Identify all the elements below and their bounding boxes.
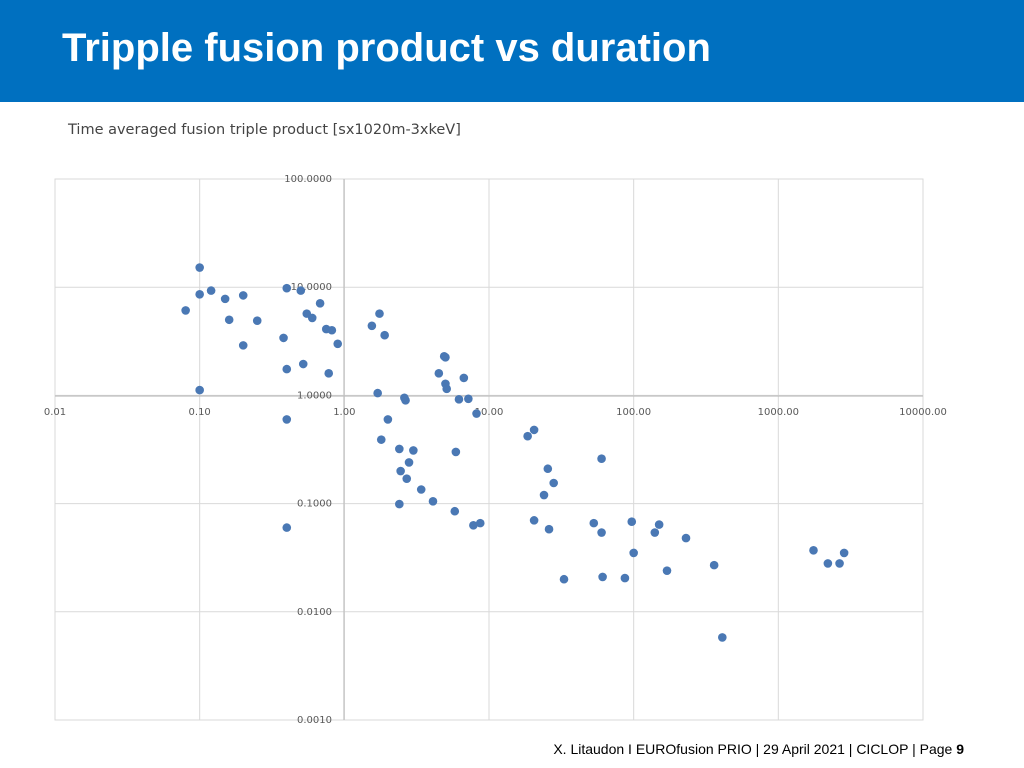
data-point [529, 425, 539, 435]
data-point [383, 415, 393, 424]
data-point [195, 385, 204, 395]
tick-label-layer: 0.01 0.10 1.00 10.00 100.00 1000.00 10000.00 10… [44, 174, 947, 726]
data-point [376, 435, 386, 444]
data-point [252, 316, 262, 326]
chart-subtitle: Time averaged fusion triple product [sx1… [68, 122, 461, 138]
data-point [709, 560, 719, 570]
grid-layer [54, 178, 924, 721]
x-tick-label: 0.10 [189, 407, 211, 418]
data-point [282, 364, 292, 374]
data-point [475, 518, 485, 528]
data-point [450, 506, 460, 516]
data-point [302, 309, 312, 318]
data-point [282, 283, 292, 293]
data-point [442, 384, 451, 394]
data-point [839, 548, 849, 558]
y-tick-label: 0.1000 [297, 499, 332, 510]
data-point [529, 516, 539, 525]
data-point [298, 359, 308, 369]
data-point [395, 499, 404, 509]
data-point [559, 574, 569, 584]
data-point [597, 454, 606, 463]
data-point [718, 633, 727, 642]
y-tick-label: 0.0100 [297, 607, 332, 618]
data-point [282, 415, 292, 424]
x-tick-label: 100.00 [616, 407, 651, 418]
data-point [238, 291, 248, 300]
data-point [279, 333, 288, 343]
data-point [434, 369, 444, 378]
y-tick-label: 1.0000 [297, 390, 332, 401]
data-point [181, 306, 190, 315]
data-point [464, 394, 473, 404]
x-tick-label: 0.01 [44, 407, 66, 418]
data-point [404, 458, 414, 467]
title-bar: Tripple fusion product vs duration [0, 0, 1024, 102]
data-point-layer [181, 263, 849, 642]
y-tick-label: 0.0010 [297, 715, 332, 726]
data-point [206, 286, 216, 295]
data-point [375, 309, 384, 318]
data-point [681, 533, 691, 543]
data-point [315, 298, 325, 308]
data-point [809, 546, 818, 555]
data-point [459, 373, 469, 383]
data-point [597, 528, 606, 537]
data-point [654, 520, 664, 529]
data-point [324, 369, 334, 378]
data-point [662, 566, 672, 575]
data-point [823, 559, 833, 568]
data-point [543, 464, 553, 474]
data-point [195, 263, 204, 272]
data-point [395, 444, 404, 454]
data-point [441, 352, 450, 362]
data-point [282, 523, 292, 532]
data-point [220, 294, 230, 304]
data-point [598, 572, 607, 582]
data-point [451, 447, 461, 457]
data-point [428, 497, 438, 506]
data-point [544, 524, 554, 534]
slide-footer: X. Litaudon I EUROfusion PRIO | 29 April… [553, 741, 964, 757]
data-point [401, 396, 410, 405]
data-point [627, 517, 637, 527]
data-point [402, 474, 412, 483]
data-point [238, 341, 248, 350]
data-point [409, 446, 418, 455]
y-tick-label: 10.0000 [291, 282, 332, 293]
data-point [373, 388, 382, 398]
data-point [629, 548, 638, 558]
axis-layer [55, 179, 923, 720]
page-number: 9 [956, 741, 964, 757]
data-point [416, 485, 426, 494]
data-point [835, 559, 844, 568]
data-point [620, 573, 630, 583]
data-point [523, 431, 532, 441]
data-point [396, 466, 405, 476]
data-point [549, 478, 558, 488]
data-point [195, 289, 204, 299]
y-tick-label: 100.0000 [284, 174, 332, 185]
data-point [454, 395, 464, 404]
data-point [333, 339, 343, 349]
x-tick-label: 1.00 [333, 407, 355, 418]
x-tick-label: 10.00 [475, 407, 504, 418]
data-point [469, 521, 478, 530]
data-point [650, 528, 660, 537]
footer-text: X. Litaudon I EUROfusion PRIO | 29 April… [553, 741, 957, 757]
slide-title: Tripple fusion product vs duration [62, 26, 711, 70]
data-point [327, 325, 337, 335]
data-point [367, 321, 377, 331]
data-point [296, 286, 306, 295]
data-point [224, 315, 234, 325]
data-point [472, 409, 481, 418]
data-point [589, 518, 599, 528]
data-point [380, 330, 389, 340]
x-tick-label: 1000.00 [758, 407, 799, 418]
data-point [539, 490, 549, 500]
x-tick-label: 10000.00 [899, 407, 947, 418]
